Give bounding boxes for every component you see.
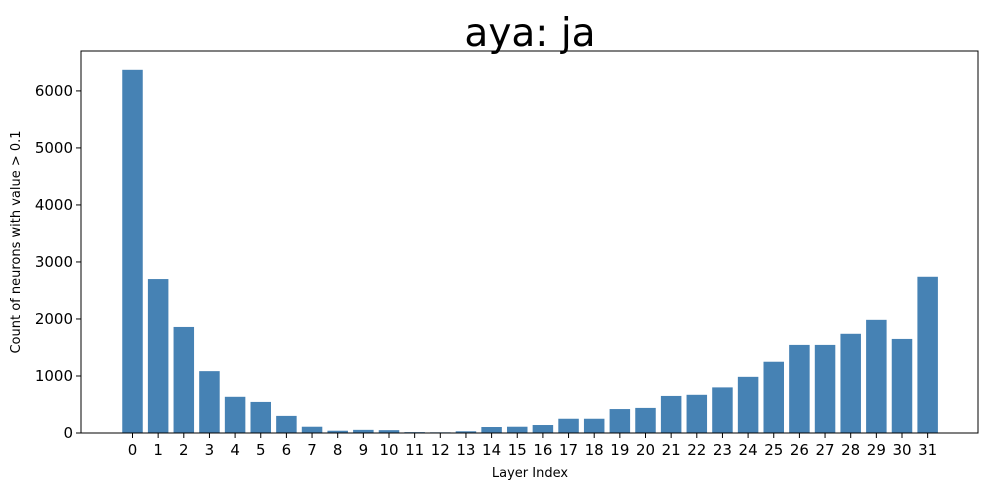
x-tick-label: 25 <box>764 441 783 459</box>
bar-layer-7 <box>301 426 323 433</box>
plot-frame <box>80 50 979 434</box>
x-tick-label: 30 <box>892 441 911 459</box>
bar-layer-8 <box>327 430 348 433</box>
bar-layer-30 <box>891 338 913 433</box>
y-tick-label: 3000 <box>35 253 73 271</box>
bar-layer-21 <box>660 395 682 433</box>
x-tick-label: 31 <box>918 441 937 459</box>
y-tick-label: 4000 <box>35 196 73 214</box>
x-tick-label: 28 <box>841 441 860 459</box>
bars-group <box>122 69 938 433</box>
x-tick-label: 9 <box>359 441 369 459</box>
x-tick-label: 23 <box>713 441 732 459</box>
y-tick-label: 0 <box>63 424 73 442</box>
x-tick-label: 17 <box>559 441 578 459</box>
x-tick-label: 13 <box>456 441 475 459</box>
bar-layer-5 <box>250 401 271 433</box>
bar-layer-22 <box>686 394 708 433</box>
y-axis-label: Count of neurons with value > 0.1 <box>9 130 24 353</box>
bar-layer-4 <box>224 396 246 433</box>
x-tick-label: 27 <box>816 441 835 459</box>
x-tick-label: 24 <box>739 441 758 459</box>
x-tick-label: 12 <box>431 441 450 459</box>
bar-layer-9 <box>353 429 374 433</box>
x-axis-ticks: 0 1 2 3 4 5 6 7 8 9 10 11 12 13 14 15 16 17 18 19 20 21 22 23 24… <box>128 433 937 459</box>
x-tick-label: 8 <box>333 441 343 459</box>
x-tick-label: 11 <box>405 441 424 459</box>
y-tick-label: 5000 <box>35 139 73 157</box>
x-tick-label: 14 <box>482 441 501 459</box>
x-tick-label: 7 <box>307 441 317 459</box>
y-tick-label: 6000 <box>35 82 73 100</box>
bar-layer-14 <box>481 427 502 433</box>
x-tick-label: 3 <box>205 441 215 459</box>
bar-layer-23 <box>712 387 733 433</box>
y-tick-label: 2000 <box>35 310 73 328</box>
x-tick-label: 2 <box>179 441 189 459</box>
x-tick-label: 21 <box>662 441 681 459</box>
x-tick-label: 5 <box>256 441 266 459</box>
x-tick-label: 20 <box>636 441 655 459</box>
bar-layer-26 <box>789 344 810 433</box>
bar-layer-15 <box>507 426 528 433</box>
x-tick-label: 22 <box>687 441 706 459</box>
bar-layer-27 <box>814 344 836 433</box>
x-tick-label: 16 <box>533 441 552 459</box>
bar-layer-13 <box>455 431 477 433</box>
bar-layer-3 <box>199 371 220 433</box>
x-tick-label: 0 <box>128 441 138 459</box>
x-tick-label: 6 <box>282 441 292 459</box>
bar-layer-1 <box>147 279 169 433</box>
x-tick-label: 18 <box>585 441 604 459</box>
x-axis-label: Layer Index <box>492 466 568 481</box>
x-tick-label: 29 <box>867 441 886 459</box>
bar-layer-18 <box>583 418 605 433</box>
x-tick-label: 15 <box>508 441 527 459</box>
bar-layer-6 <box>276 415 297 433</box>
bar-layer-0 <box>122 69 143 433</box>
y-tick-label: 1000 <box>35 367 73 385</box>
x-tick-label: 19 <box>610 441 629 459</box>
bar-layer-24 <box>737 376 759 433</box>
bar-layer-19 <box>609 409 631 433</box>
bar-layer-31 <box>917 276 938 433</box>
x-tick-label: 26 <box>790 441 809 459</box>
x-tick-label: 4 <box>230 441 240 459</box>
bar-layer-28 <box>840 333 861 433</box>
bar-layer-29 <box>866 319 887 433</box>
x-tick-label: 10 <box>379 441 398 459</box>
bar-layer-16 <box>532 425 554 433</box>
bar-layer-20 <box>635 407 656 433</box>
y-axis-ticks: 0 1000 2000 3000 4000 5000 6000 <box>35 82 81 442</box>
bar-layer-2 <box>173 326 195 433</box>
x-tick-label: 1 <box>153 441 163 459</box>
bar-layer-25 <box>763 361 784 433</box>
bar-layer-17 <box>558 418 579 433</box>
bar-layer-10 <box>378 430 400 433</box>
chart-title: aya: ja <box>464 11 595 56</box>
